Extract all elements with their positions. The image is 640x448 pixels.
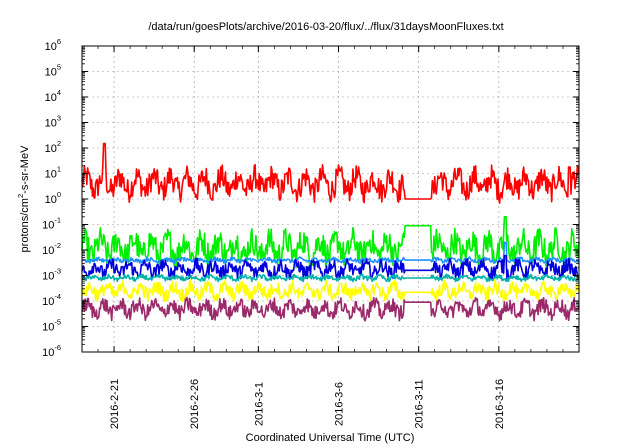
- y-tick-label: 10-5: [42, 318, 61, 334]
- series-layer: [81, 142, 580, 322]
- grid-layer: [82, 46, 579, 352]
- series-line: [81, 279, 580, 303]
- y-tick-label: 106: [45, 37, 61, 53]
- y-tick-label: 10-3: [42, 267, 61, 283]
- x-tick-label: 2016-2-26: [189, 379, 201, 429]
- series-line: [81, 254, 580, 281]
- x-axis-label: Coordinated Universal Time (UTC): [246, 432, 415, 444]
- y-tick-label: 102: [45, 139, 61, 155]
- tick-layer: 10-6 10-5 10-4 10-3 10-2 10-1 100 101 102 103 104 1…: [42, 37, 580, 429]
- y-tick-label: 100: [45, 190, 61, 206]
- series-line: [81, 273, 580, 283]
- y-tick-label: 101: [45, 165, 61, 181]
- y-tick-label: 10-2: [42, 241, 61, 257]
- x-tick-label: 2016-3-11: [414, 379, 426, 428]
- x-tick-label: 2016-3-16: [494, 379, 506, 429]
- y-tick-label: 10-1: [42, 216, 61, 232]
- x-tick-label: 2016-2-21: [109, 379, 121, 429]
- y-tick-label: 10-6: [42, 343, 61, 359]
- y-tick-label: 103: [45, 114, 61, 130]
- series-line: [81, 241, 580, 265]
- x-tick-label: 2016-3-6: [334, 382, 346, 426]
- chart-title: /data/run/goesPlots/archive/2016-03-20/f…: [148, 21, 503, 33]
- y-axis-label-text: protons/cm2-s-sr-MeV: [16, 145, 31, 253]
- y-tick-label: 10-4: [42, 292, 61, 308]
- y-axis-label: protons/cm2-s-sr-MeV: [16, 145, 31, 253]
- x-tick-label: 2016-3-1: [253, 382, 265, 426]
- series-line: [81, 142, 580, 204]
- series-line: [81, 296, 580, 322]
- y-tick-label: 104: [45, 88, 61, 104]
- y-tick-label: 105: [45, 63, 61, 79]
